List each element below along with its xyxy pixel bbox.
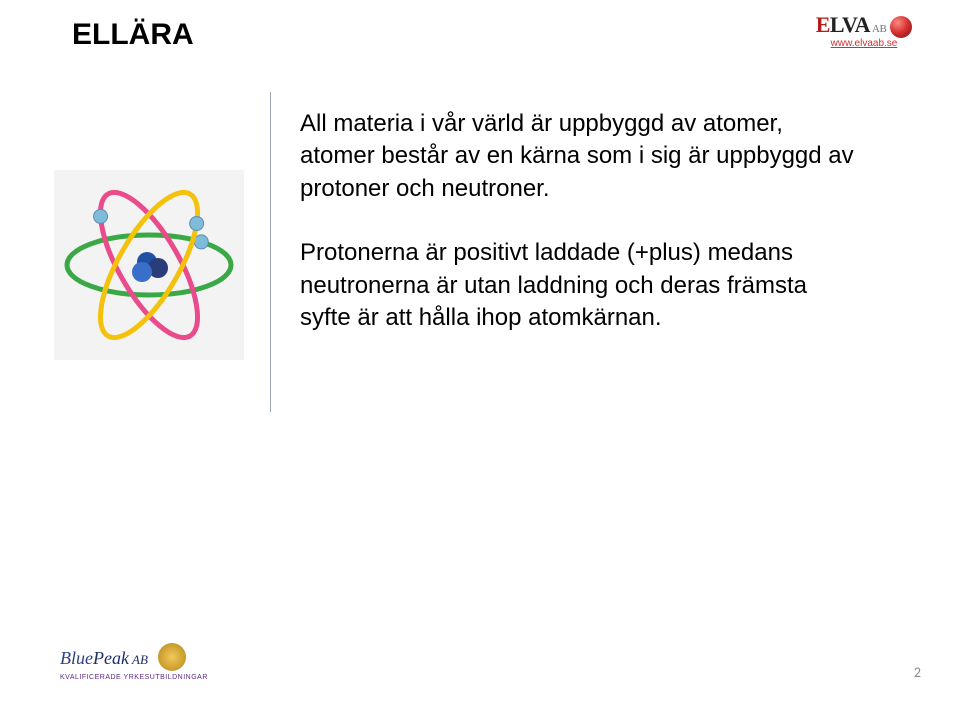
- slide: ELLÄRA ELVAAB www.elvaab.se All materia …: [0, 0, 959, 711]
- logo-bluepeak-peak: Peak: [93, 648, 129, 668]
- logo-red-sphere-icon: [890, 16, 912, 38]
- logo-brand-LVA: LVA: [830, 12, 870, 37]
- paragraph-1: All materia i vår värld är uppbyggd av a…: [300, 108, 860, 205]
- logo-bluepeak: BluePeak AB KVALIFICERADE YRKESUTBILDNIN…: [60, 646, 220, 681]
- logo-bluepeak-ab: AB: [129, 652, 148, 667]
- page-number: 2: [914, 664, 921, 681]
- logo-bluepeak-blue: Blue: [60, 648, 93, 668]
- vertical-divider: [270, 92, 271, 412]
- page-title: ELLÄRA: [72, 18, 194, 52]
- logo-bluepeak-tagline: KVALIFICERADE YRKESUTBILDNINGAR: [60, 674, 220, 681]
- logo-elvaab: ELVAAB www.elvaab.se: [799, 12, 929, 49]
- logo-brand-E: E: [816, 12, 830, 37]
- paragraph-2: Protonerna är positivt laddade (+plus) m…: [300, 237, 860, 334]
- logo-brand-AB: AB: [872, 23, 886, 35]
- logo-url: www.elvaab.se: [799, 38, 929, 49]
- logo-brand-text: ELVAAB: [799, 12, 929, 38]
- body-text: All materia i vår värld är uppbyggd av a…: [300, 108, 860, 366]
- logo-bluepeak-badge-icon: [158, 643, 186, 671]
- logo-bluepeak-text: BluePeak AB: [60, 646, 220, 674]
- atom-diagram: [54, 170, 244, 360]
